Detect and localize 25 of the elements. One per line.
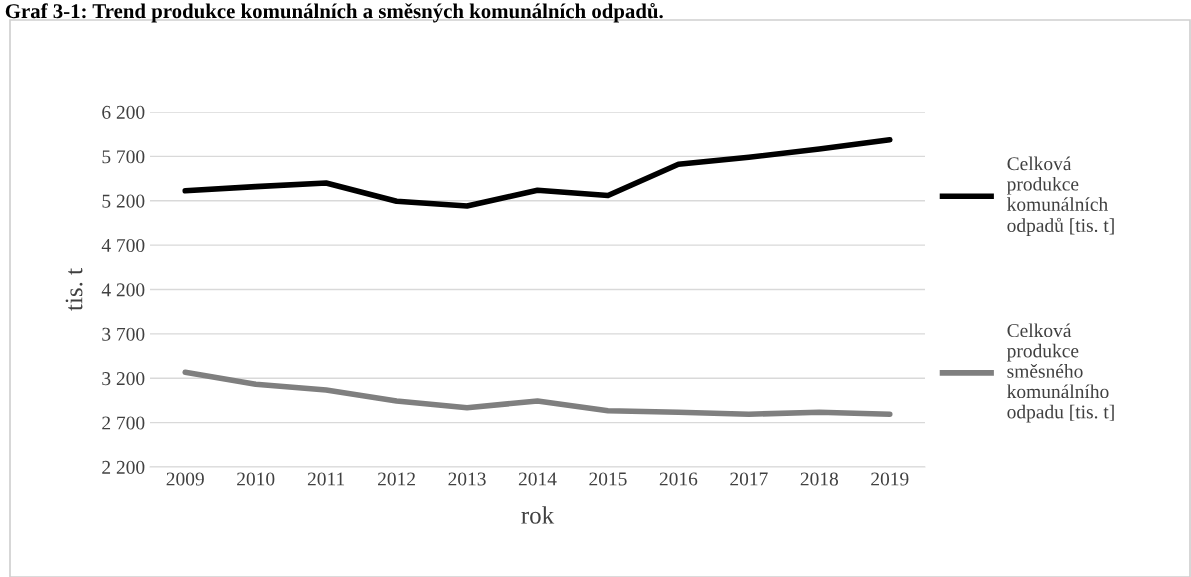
y-tick-label: 5 200 [102, 194, 145, 208]
y-tick-label: 6 200 [102, 105, 145, 119]
y-tick-label: 4 200 [101, 283, 145, 297]
y-tick-label: 2 200 [102, 460, 145, 474]
x-axis-title: rok [521, 506, 555, 524]
y-tick-label: 2 700 [102, 416, 145, 430]
x-tick-label: 2012 [378, 472, 415, 486]
y-axis-title: tis. t [65, 268, 83, 311]
x-tick-label: 2019 [871, 472, 909, 486]
x-tick-label: 2014 [518, 472, 557, 486]
x-tick-label: 2016 [659, 472, 698, 486]
legend-label: Celková produkce komunálních odpadů [tis. t] [1006, 156, 1114, 236]
x-tick-label: 2017 [730, 472, 768, 486]
x-tick-label: 2015 [589, 472, 627, 486]
y-tick-label: 5 700 [102, 150, 145, 164]
x-tick-label: 2018 [800, 472, 839, 486]
x-tick-label: 2013 [448, 472, 486, 486]
y-tick-label: 3 200 [102, 372, 145, 386]
x-tick-label: 2011 [307, 472, 345, 486]
chart-title: Graf 3-1: Trend produkce komunálních a směsných komunálních odpadů. [5, 2, 663, 23]
legend-label: Celková produkce směsného komunálního odpadu [tis. t] [1006, 323, 1114, 423]
x-tick-label: 2009 [166, 472, 204, 486]
y-tick-label: 3 700 [102, 327, 145, 341]
x-tick-label: 2010 [237, 472, 275, 486]
y-tick-label: 4 700 [101, 238, 145, 253]
